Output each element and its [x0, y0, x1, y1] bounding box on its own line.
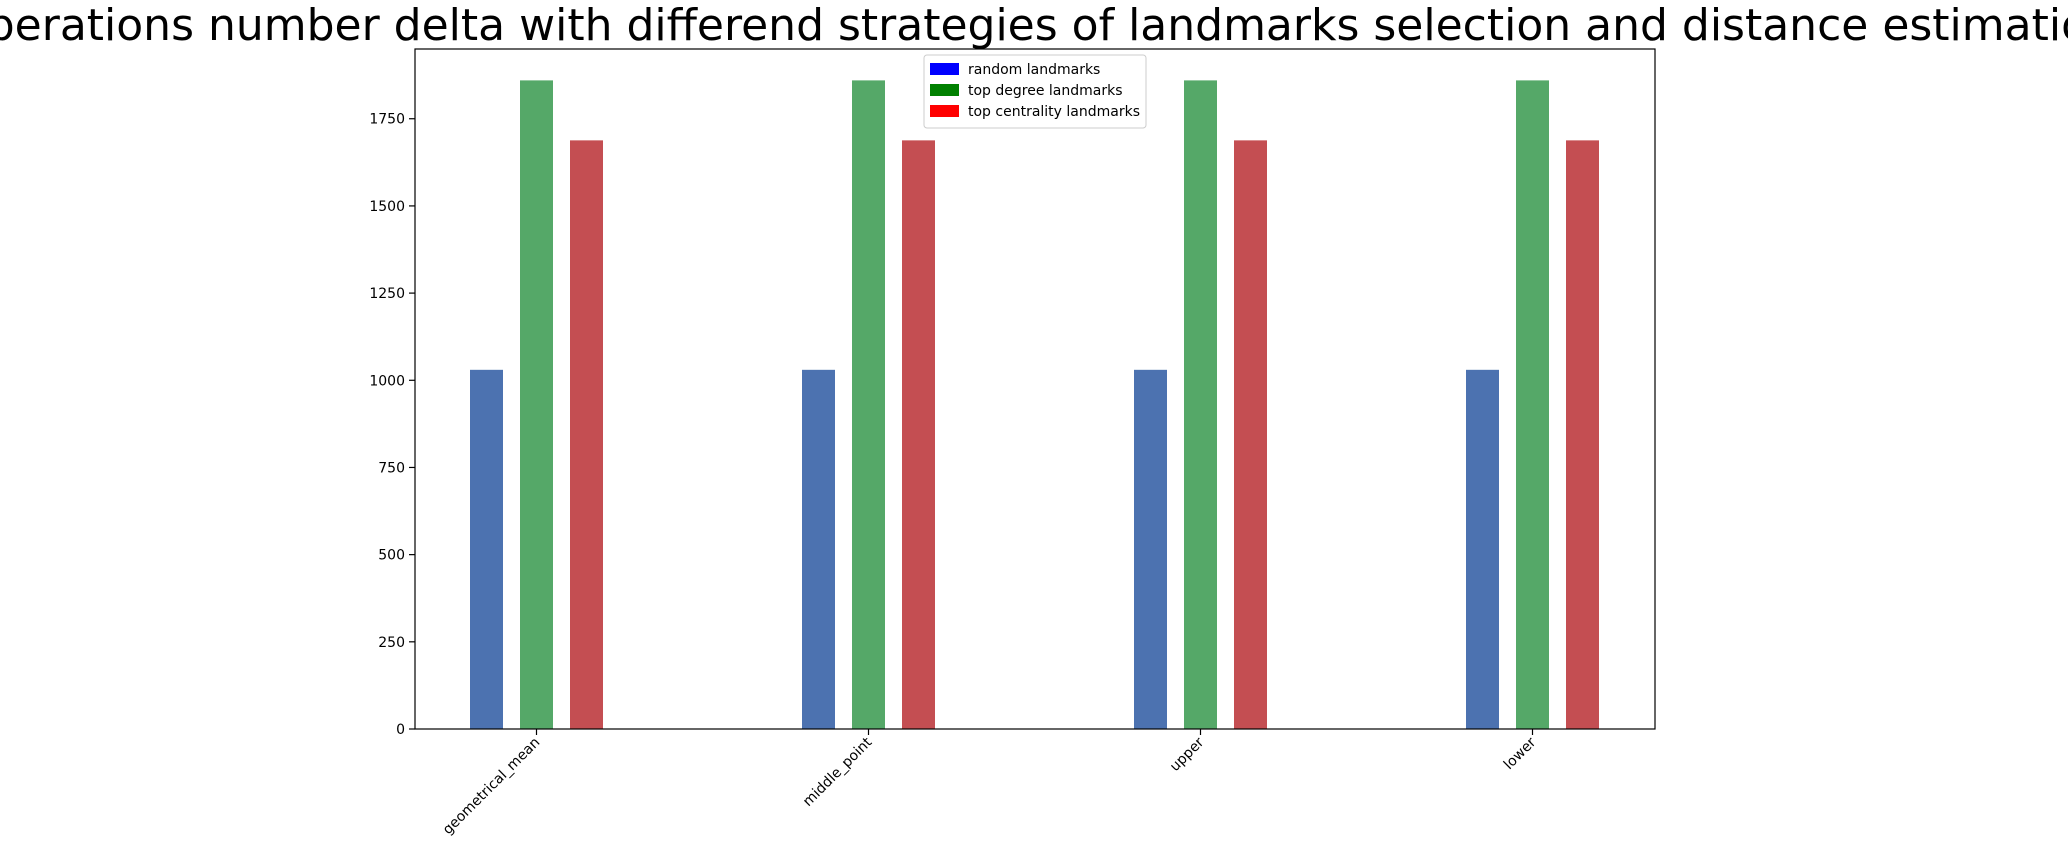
legend-swatch	[930, 84, 959, 96]
legend: random landmarks top degree landmarks top …	[923, 54, 1147, 129]
bar	[852, 80, 885, 729]
x-tick-label: geometrical_mean	[440, 735, 543, 838]
y-tick-label: 500	[378, 548, 405, 564]
y-tick-label: 1750	[369, 112, 405, 128]
bar	[802, 369, 835, 729]
x-tick-label: middle_point	[800, 734, 876, 810]
y-tick-label: 750	[378, 460, 405, 476]
y-tick-label: 1250	[369, 286, 405, 302]
y-tick-label: 0	[396, 722, 405, 738]
legend-swatch	[930, 105, 959, 117]
y-tick-label: 1000	[369, 373, 405, 389]
bar	[902, 140, 935, 729]
plot-area: 0 250 500 750 1000 1250 1500 1750 geometrical_me…	[369, 48, 1656, 838]
bar	[1134, 369, 1167, 729]
bar	[1516, 80, 1549, 729]
legend-label: random landmarks	[968, 62, 1100, 78]
bar	[570, 140, 603, 729]
x-tick-label: lower	[1501, 734, 1540, 773]
legend-label: top degree landmarks	[968, 83, 1123, 99]
plot-frame	[414, 48, 1656, 730]
bar	[520, 80, 553, 729]
bar	[1566, 140, 1599, 729]
y-tick-label: 1500	[369, 199, 405, 215]
bar	[470, 369, 503, 729]
bar	[1184, 80, 1217, 729]
legend-swatch	[930, 63, 959, 75]
bar	[1466, 369, 1499, 729]
y-tick-label: 250	[378, 635, 405, 651]
chart-title: Operations number delta with differend s…	[0, 0, 2068, 51]
bar	[1234, 140, 1267, 729]
legend-box	[923, 54, 1147, 129]
legend-label: top centrality landmarks	[968, 104, 1140, 120]
x-tick-label: upper	[1167, 734, 1207, 774]
